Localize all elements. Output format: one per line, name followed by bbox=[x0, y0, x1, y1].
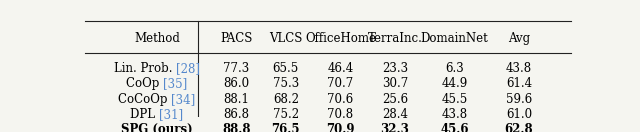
Text: 44.9: 44.9 bbox=[442, 77, 468, 90]
Text: 70.8: 70.8 bbox=[327, 108, 353, 121]
Text: 30.7: 30.7 bbox=[382, 77, 408, 90]
Text: 86.0: 86.0 bbox=[223, 77, 250, 90]
Text: 70.6: 70.6 bbox=[327, 93, 353, 106]
Text: Method: Method bbox=[134, 32, 180, 45]
Text: 61.4: 61.4 bbox=[506, 77, 532, 90]
Text: 62.8: 62.8 bbox=[505, 123, 533, 132]
Text: 88.1: 88.1 bbox=[223, 93, 249, 106]
Text: 23.3: 23.3 bbox=[382, 62, 408, 75]
Text: TerraInc.: TerraInc. bbox=[367, 32, 422, 45]
Text: 65.5: 65.5 bbox=[273, 62, 299, 75]
Text: 32.3: 32.3 bbox=[381, 123, 410, 132]
Text: OfficeHome: OfficeHome bbox=[305, 32, 376, 45]
Text: 77.3: 77.3 bbox=[223, 62, 250, 75]
Text: 76.5: 76.5 bbox=[271, 123, 300, 132]
Text: 46.4: 46.4 bbox=[327, 62, 353, 75]
Text: 6.3: 6.3 bbox=[445, 62, 464, 75]
Text: SPG (ours): SPG (ours) bbox=[121, 123, 193, 132]
Text: 45.6: 45.6 bbox=[440, 123, 468, 132]
Text: 75.2: 75.2 bbox=[273, 108, 299, 121]
Text: [34]: [34] bbox=[172, 93, 196, 106]
Text: DPL: DPL bbox=[131, 108, 159, 121]
Text: 68.2: 68.2 bbox=[273, 93, 299, 106]
Text: [31]: [31] bbox=[159, 108, 183, 121]
Text: 70.7: 70.7 bbox=[327, 77, 353, 90]
Text: 45.5: 45.5 bbox=[442, 93, 468, 106]
Text: 75.3: 75.3 bbox=[273, 77, 299, 90]
Text: Lin. Prob.: Lin. Prob. bbox=[114, 62, 176, 75]
Text: 86.8: 86.8 bbox=[223, 108, 249, 121]
Text: 43.8: 43.8 bbox=[506, 62, 532, 75]
Text: Avg: Avg bbox=[508, 32, 530, 45]
Text: DomainNet: DomainNet bbox=[420, 32, 488, 45]
Text: VLCS: VLCS bbox=[269, 32, 303, 45]
Text: PACS: PACS bbox=[220, 32, 252, 45]
Text: 43.8: 43.8 bbox=[442, 108, 468, 121]
Text: 88.8: 88.8 bbox=[222, 123, 250, 132]
Text: 59.6: 59.6 bbox=[506, 93, 532, 106]
Text: CoOp: CoOp bbox=[126, 77, 163, 90]
Text: 61.0: 61.0 bbox=[506, 108, 532, 121]
Text: CoCoOp: CoCoOp bbox=[118, 93, 172, 106]
Text: [35]: [35] bbox=[163, 77, 188, 90]
Text: 70.9: 70.9 bbox=[326, 123, 355, 132]
Text: 25.6: 25.6 bbox=[382, 93, 408, 106]
Text: 28.4: 28.4 bbox=[382, 108, 408, 121]
Text: [28]: [28] bbox=[176, 62, 200, 75]
